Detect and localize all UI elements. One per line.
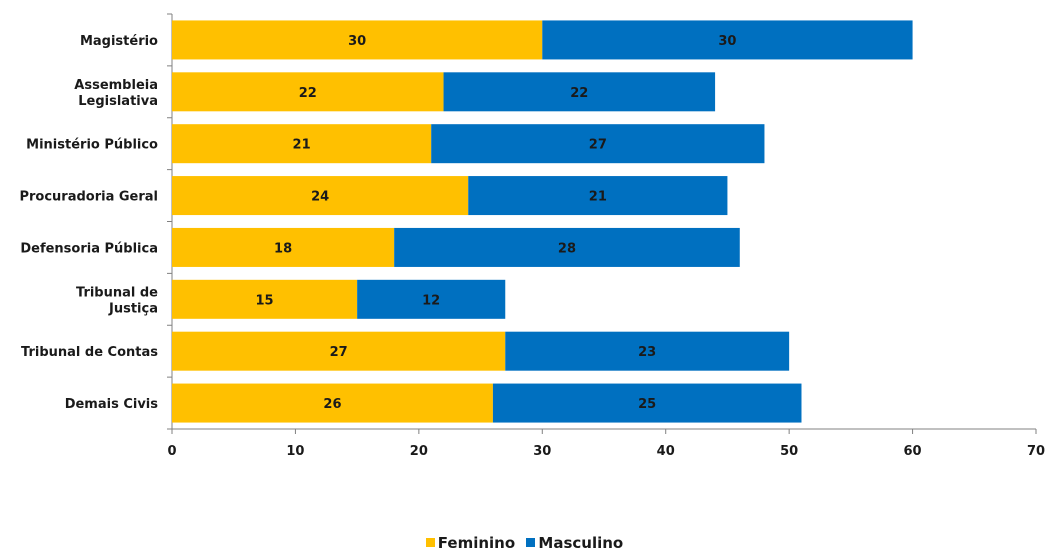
- data-label-feminino: 26: [323, 397, 341, 412]
- x-tick-label: 10: [286, 444, 304, 459]
- data-label-masculino: 21: [589, 190, 607, 205]
- bar-feminino: [172, 279, 358, 319]
- bar-masculino: [443, 72, 716, 112]
- bar-masculino: [542, 20, 913, 60]
- category-label: Defensoria Pública: [20, 241, 158, 256]
- legend-item-masculino: Masculino: [526, 534, 623, 552]
- bar-feminino: [172, 72, 444, 112]
- legend-item-feminino: Feminino: [425, 533, 516, 552]
- category-label: Demais Civis: [65, 397, 159, 412]
- category-label: Tribunal de Contas: [21, 345, 158, 360]
- data-label-masculino: 27: [589, 138, 607, 153]
- data-label-masculino: 12: [422, 293, 440, 308]
- x-tick-label: 20: [410, 444, 428, 459]
- category-label: Assembleia Legislativa: [74, 78, 158, 109]
- category-label: Ministério Público: [26, 138, 158, 153]
- data-label-masculino: 30: [718, 34, 736, 49]
- data-label-masculino: 23: [638, 345, 656, 360]
- stacked-bar-chart: 0 10 20 30 40 50 60 70 30 30 Magistério 22 22 Assembl…: [19, 13, 1045, 459]
- bar-feminino: [172, 331, 506, 371]
- data-label-feminino: 21: [293, 138, 311, 153]
- legend-label-feminino: Feminino: [437, 533, 516, 552]
- data-label-feminino: 22: [299, 86, 317, 101]
- data-label-masculino: 25: [638, 397, 656, 412]
- bar-masculino: [431, 124, 765, 164]
- bar-feminino: [172, 227, 395, 267]
- bar-masculino: [468, 176, 728, 216]
- bar-feminino: [172, 383, 493, 423]
- bar-feminino: [172, 124, 432, 164]
- data-label-masculino: 28: [558, 241, 576, 256]
- bar-masculino: [394, 227, 740, 267]
- legend-swatch-masculino: [526, 538, 536, 547]
- x-tick-label: 30: [533, 444, 551, 459]
- data-label-masculino: 22: [570, 86, 588, 101]
- legend: Feminino Masculino: [0, 533, 1049, 552]
- bar-masculino: [505, 331, 790, 371]
- data-label-feminino: 30: [348, 34, 366, 49]
- data-label-feminino: 18: [274, 241, 292, 256]
- data-label-feminino: 15: [256, 293, 274, 308]
- bar-feminino: [172, 20, 543, 60]
- x-tick-label: 60: [904, 444, 922, 459]
- category-label: Procuradoria Geral: [19, 190, 158, 205]
- bar-masculino: [357, 279, 506, 319]
- data-label-feminino: 24: [311, 190, 329, 205]
- data-label-feminino: 27: [330, 345, 348, 360]
- x-tick-label: 70: [1027, 444, 1045, 459]
- category-label: Magistério: [80, 34, 158, 49]
- x-tick-label: 50: [780, 444, 798, 459]
- legend-swatch-feminino: [425, 538, 435, 547]
- category-label: Tribunal de Justiça: [76, 285, 158, 316]
- legend-label-masculino: Masculino: [538, 533, 624, 552]
- x-tick-label: 0: [167, 444, 176, 459]
- x-tick-label: 40: [657, 444, 675, 459]
- bar-feminino: [172, 176, 469, 216]
- bar-masculino: [492, 383, 802, 423]
